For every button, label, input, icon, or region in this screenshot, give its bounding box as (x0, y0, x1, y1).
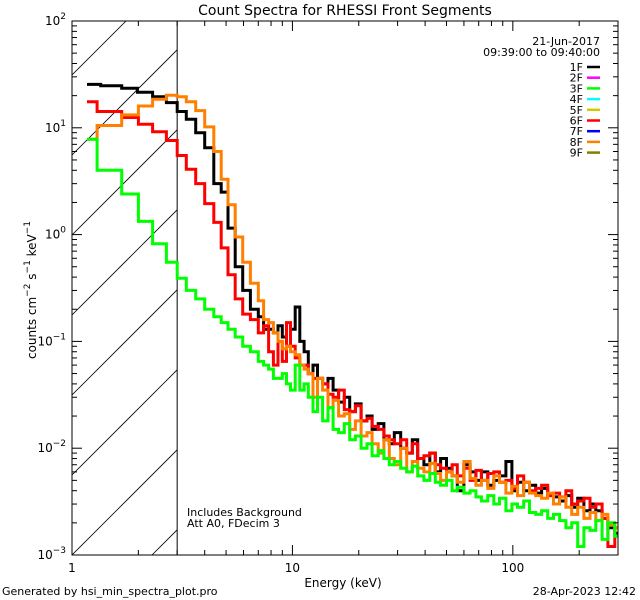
footer-generated-by: Generated by hsi_min_spectra_plot.pro (2, 585, 218, 598)
legend-label-2F: 2F (570, 72, 583, 85)
ylabel-part-c: s (25, 273, 39, 283)
legend-label-5F: 5F (570, 104, 583, 117)
series-1F (87, 82, 618, 535)
chart-title: Count Spectra for RHESSI Front Segments (198, 3, 492, 19)
ylabel-part-a: counts cm (25, 297, 39, 359)
ylabel-exp-2: −1 (23, 260, 33, 273)
hatch-line (72, 449, 178, 555)
y-tick-exponent: 0 (60, 226, 66, 236)
legend-label-9F: 9F (570, 147, 583, 160)
x-tick-label: 1 (68, 561, 76, 575)
y-tick-label: 101 (45, 119, 66, 135)
hatch-line (72, 49, 178, 156)
x-tick-label: 10 (285, 561, 300, 575)
legend-label-7F: 7F (570, 125, 583, 138)
legend-label-8F: 8F (570, 136, 583, 149)
y-tick-label: 102 (45, 12, 66, 28)
x-axis-label: Energy (keV) (304, 576, 381, 590)
y-tick-base: 10 (45, 228, 60, 242)
annotation-background: Includes Background (187, 506, 302, 519)
hatch-line (151, 529, 178, 555)
ylabel-exp-3: −1 (23, 221, 33, 234)
ylabel-part-e: keV (25, 233, 39, 260)
legend-label-4F: 4F (570, 93, 583, 106)
footer-timestamp: 28-Apr-2023 12:42 (533, 585, 636, 598)
series-8F (87, 93, 618, 530)
time-range-label: 09:39:00 to 09:40:00 (483, 46, 600, 59)
hatch-line (72, 355, 640, 600)
y-tick-base: 10 (37, 548, 52, 562)
annotation-attenuator: Att A0, FDecim 3 (187, 517, 280, 530)
legend-label-3F: 3F (570, 82, 583, 95)
y-axis-label: counts cm−2 s−1 keV−1 (23, 221, 39, 359)
y-tick-exponent: −1 (53, 332, 66, 342)
hatch-line (72, 209, 178, 316)
y-tick-exponent: −2 (53, 439, 66, 449)
y-tick-label: 10−1 (37, 332, 66, 348)
legend-label-1F: 1F (570, 61, 583, 74)
series-3F (87, 137, 618, 548)
y-tick-label: 100 (45, 226, 66, 242)
y-tick-label: 10−2 (37, 439, 66, 455)
hatch-line (72, 289, 178, 396)
y-tick-base: 10 (37, 334, 52, 348)
x-tick-label: 100 (501, 561, 524, 575)
legend-label-6F: 6F (570, 115, 583, 128)
y-tick-exponent: −3 (53, 546, 66, 556)
y-tick-base: 10 (45, 121, 60, 135)
hatch-line (72, 129, 178, 236)
y-tick-base: 10 (45, 14, 60, 28)
hatch-line (72, 195, 640, 600)
date-label: 21-Jun-2017 (532, 35, 600, 48)
y-tick-exponent: 1 (60, 119, 66, 129)
ylabel-exp-1: −2 (23, 284, 33, 297)
y-tick-base: 10 (37, 441, 52, 455)
hatch-line (72, 115, 640, 600)
hatch-line (72, 369, 178, 476)
plot-frame (71, 20, 619, 556)
y-tick-label: 10−3 (37, 546, 66, 562)
y-tick-exponent: 2 (60, 12, 66, 22)
series-6F (87, 100, 618, 548)
hatched-region (72, 21, 640, 600)
